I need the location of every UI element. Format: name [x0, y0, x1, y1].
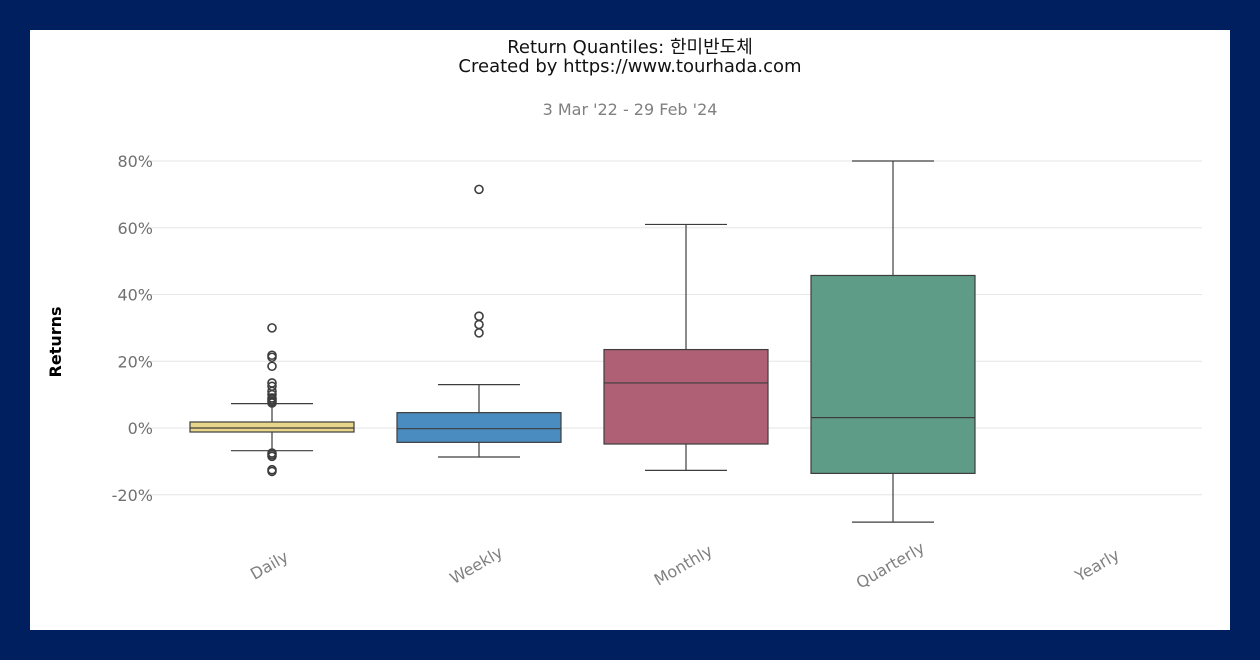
- x-tick-label-weekly: Weekly: [446, 543, 506, 588]
- daily-outlier: [267, 451, 277, 462]
- daily-outlier: [267, 398, 277, 408]
- box-plot: -20% 0% 20% 40% 60% 80% Returns Daily Weekly Mont…: [46, 152, 1202, 592]
- weekly-box: [396, 412, 562, 443]
- daily-outlier: [267, 466, 277, 477]
- date-range: 3 Mar '22 - 29 Feb '24: [542, 100, 718, 119]
- daily-outlier: [267, 361, 277, 372]
- chart-subtitle: Created by https://www.tourhada.com: [458, 56, 802, 77]
- y-tick-label: 40%: [117, 286, 153, 305]
- x-tick-label-quarterly: Quarterly: [853, 538, 928, 592]
- y-tick-label: 60%: [117, 219, 153, 238]
- weekly-outlier: [474, 319, 484, 330]
- daily-outlier: [267, 323, 277, 333]
- x-tick-label-monthly: Monthly: [651, 541, 716, 589]
- quarterly-box: [810, 274, 976, 474]
- daily-outlier: [267, 352, 277, 363]
- daily-box: [189, 421, 355, 433]
- x-tick-label-daily: Daily: [247, 547, 292, 584]
- weekly-outlier: [474, 184, 484, 195]
- y-tick-label: 0%: [128, 419, 153, 438]
- y-tick-label: 80%: [117, 152, 153, 171]
- weekly-outlier: [474, 328, 484, 338]
- y-tick-label: -20%: [112, 486, 153, 505]
- monthly-box: [603, 348, 769, 445]
- weekly-outlier: [474, 311, 484, 321]
- chart-frame: Return Quantiles: 한미반도체 Created by https…: [30, 30, 1230, 630]
- y-tick-label: 20%: [117, 352, 153, 371]
- x-tick-label-yearly: Yearly: [1071, 545, 1123, 586]
- y-axis-label: Returns: [46, 306, 65, 377]
- chart-title: Return Quantiles: 한미반도체: [507, 37, 753, 58]
